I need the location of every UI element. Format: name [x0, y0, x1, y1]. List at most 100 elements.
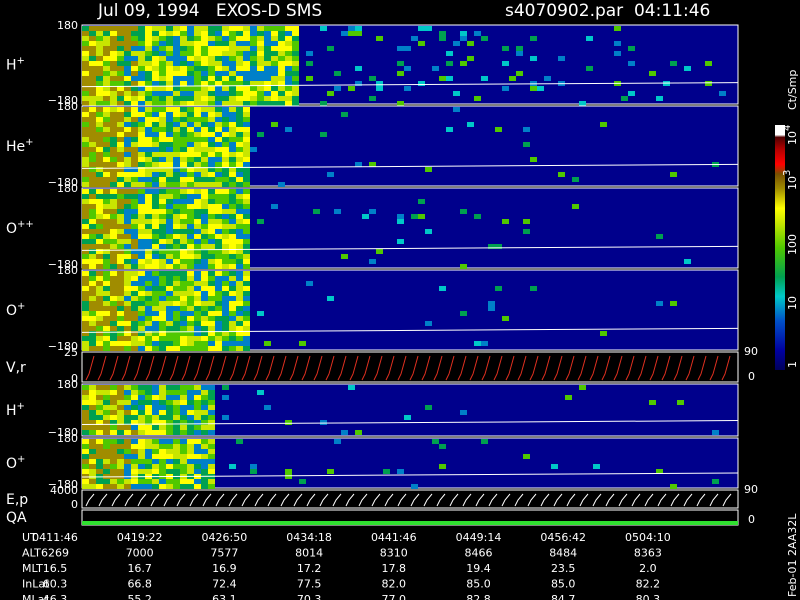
spectrogram-cell	[166, 420, 173, 425]
spectrogram-cell	[467, 56, 474, 61]
spectrogram-cell	[229, 199, 236, 204]
spectrogram-cell	[152, 219, 159, 224]
spectrogram-cell	[229, 276, 236, 281]
spectrogram-cell	[152, 449, 159, 454]
spectrogram-cell	[208, 239, 215, 244]
spectrogram-cell	[187, 96, 194, 101]
spectrogram-cell	[229, 209, 236, 214]
spectrogram-cell	[208, 76, 215, 81]
spectrogram-cell	[131, 66, 138, 71]
spectrogram-cell	[243, 71, 250, 76]
spectrogram-cell	[187, 459, 194, 464]
axis-bottom: −180	[48, 426, 78, 439]
spectrogram-cell	[89, 311, 96, 316]
spectrogram-cell	[215, 189, 222, 194]
spectrogram-cell	[103, 296, 110, 301]
spectrogram-cell	[530, 56, 537, 61]
spectrogram-cell	[159, 199, 166, 204]
spectrogram-cell	[159, 224, 166, 229]
spectrogram-cell	[82, 239, 89, 244]
spectrogram-cell	[173, 152, 180, 157]
spectrogram-cell	[152, 464, 159, 469]
spectrogram-cell	[502, 316, 509, 321]
spectrogram-cell	[110, 276, 117, 281]
spectrogram-cell	[131, 86, 138, 91]
spectrogram-cell	[131, 182, 138, 187]
spectrogram-cell	[96, 395, 103, 400]
spectrogram-cell	[145, 86, 152, 91]
spectrogram-cell	[124, 122, 131, 127]
spectrogram-cell	[229, 81, 236, 86]
spectrogram-cell	[110, 26, 117, 31]
spectrogram-cell	[411, 36, 418, 41]
spectrogram-cell	[222, 415, 229, 420]
spectrogram-cell	[152, 51, 159, 56]
spectrogram-cell	[180, 281, 187, 286]
spectrogram-cell	[117, 127, 124, 132]
spectrogram-cell	[194, 400, 201, 405]
spectrogram-cell	[201, 66, 208, 71]
spectrogram-cell	[257, 96, 264, 101]
panel-label-base: O	[6, 303, 17, 319]
spectrogram-cell	[82, 167, 89, 172]
spectrogram-cell	[173, 276, 180, 281]
spectrogram-cell	[208, 229, 215, 234]
spectrogram-cell	[236, 439, 243, 444]
cell: 16.9	[212, 562, 237, 575]
spectrogram-cell	[215, 61, 222, 66]
spectrogram-cell	[257, 311, 264, 316]
spectrogram-cell	[159, 316, 166, 321]
spectrogram-cell	[670, 172, 677, 177]
spectrogram-cell	[96, 264, 103, 269]
spectrogram-cell	[166, 281, 173, 286]
spectrogram-cell	[82, 137, 89, 142]
spectrogram-cell	[229, 26, 236, 31]
spectrogram-cell	[124, 172, 131, 177]
spectrogram-cell	[243, 249, 250, 254]
spectrogram-cell	[103, 464, 110, 469]
spectrogram-cell	[236, 172, 243, 177]
spectrogram-cell	[187, 214, 194, 219]
spectrogram-cell	[103, 107, 110, 112]
spectrogram-cell	[96, 286, 103, 291]
spectrogram-cell	[110, 219, 117, 224]
spectrogram-cell	[215, 346, 222, 351]
cell: 60.3	[43, 578, 68, 591]
spectrogram-cell	[194, 234, 201, 239]
spectrogram-cell	[222, 56, 229, 61]
spectrogram-cell	[222, 264, 229, 269]
spectrogram-cell	[341, 254, 348, 259]
spectrogram-cell	[404, 66, 411, 71]
spectrogram-cell	[110, 239, 117, 244]
spectrogram-cell	[236, 224, 243, 229]
spectrogram-cell	[201, 296, 208, 301]
spectrogram-cell	[117, 26, 124, 31]
colorbar-units: Ct/Smp	[786, 70, 799, 110]
spectrogram-cell	[180, 177, 187, 182]
spectrogram-cell	[124, 405, 131, 410]
spectrogram-cell	[299, 341, 306, 346]
spectrogram-cell	[124, 132, 131, 137]
spectrogram-cell	[103, 346, 110, 351]
spectrogram-cell	[131, 137, 138, 142]
spectrogram-cell	[166, 157, 173, 162]
spectrogram-cell	[236, 286, 243, 291]
spectrogram-cell	[208, 296, 215, 301]
spectrogram-cell	[222, 147, 229, 152]
spectrogram-cell	[425, 229, 432, 234]
spectrogram-cell	[355, 31, 362, 36]
spectrogram-cell	[166, 464, 173, 469]
spectrogram-cell	[187, 331, 194, 336]
spectrogram-cell	[341, 112, 348, 117]
spectrogram-cell	[103, 219, 110, 224]
spectrogram-cell	[82, 61, 89, 66]
spectrogram-cell	[82, 209, 89, 214]
spectrogram-cell	[166, 395, 173, 400]
spectrogram-cell	[348, 31, 355, 36]
spectrogram-cell	[103, 400, 110, 405]
spectrogram-cell	[82, 112, 89, 117]
spectrogram-cell	[82, 341, 89, 346]
spectrogram-cell	[201, 177, 208, 182]
spectrogram-cell	[215, 167, 222, 172]
